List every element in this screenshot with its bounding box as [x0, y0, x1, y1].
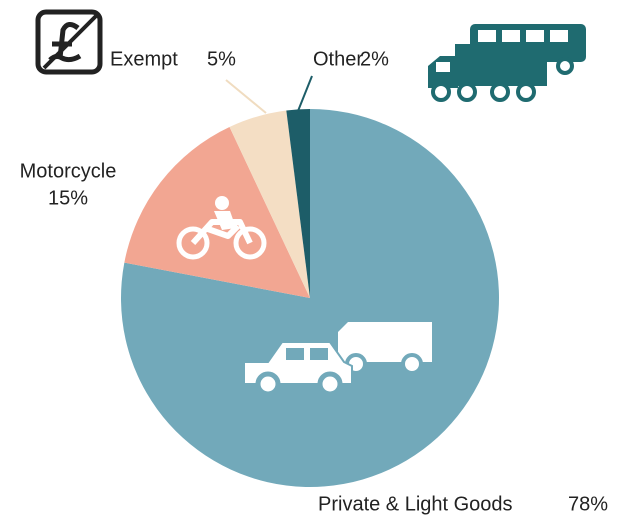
category-label: Exempt	[110, 48, 178, 70]
category-label: Private & Light Goods	[318, 493, 513, 515]
value-label: 5%	[207, 48, 236, 70]
value-label: 15%	[48, 187, 88, 209]
pie	[121, 109, 500, 487]
exempt-icon	[35, 9, 103, 75]
category-label: Other	[313, 48, 363, 70]
category-label: Motorcycle	[20, 160, 117, 182]
value-label: 2%	[360, 48, 389, 70]
heavy-vehicle-icon	[428, 24, 586, 102]
leader-line	[225, 79, 267, 114]
value-label: 78%	[568, 493, 608, 515]
vehicle-icons	[176, 196, 432, 397]
pie-slice	[286, 109, 310, 298]
leader-line	[297, 75, 313, 112]
pie-slice	[229, 110, 310, 298]
